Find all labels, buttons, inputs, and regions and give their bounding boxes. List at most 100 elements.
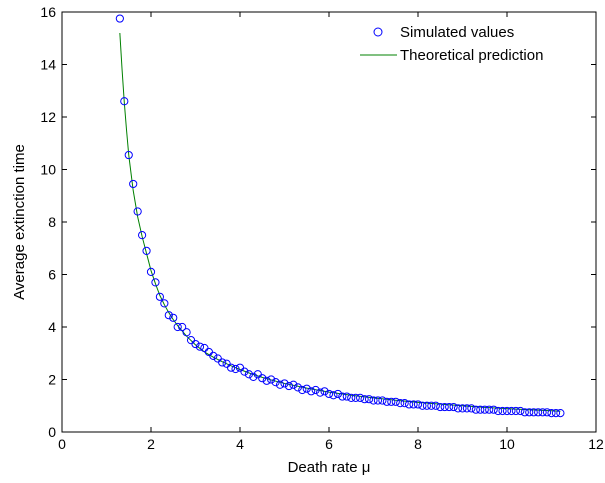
data-point — [458, 404, 467, 413]
data-point — [351, 393, 360, 402]
data-point — [369, 396, 378, 405]
data-point — [284, 381, 294, 391]
data-point — [244, 370, 253, 379]
data-point — [440, 402, 449, 412]
data-point — [529, 408, 538, 417]
data-point — [427, 401, 436, 410]
y-tick-label: 12 — [40, 109, 56, 125]
data-point — [453, 404, 463, 413]
data-point — [209, 351, 218, 360]
legend-label-simulated-values: Simulated values — [400, 24, 514, 41]
data-point — [129, 179, 138, 189]
x-tick-label: 8 — [414, 436, 422, 452]
data-point — [240, 367, 249, 376]
data-point — [405, 400, 414, 409]
data-point — [520, 408, 529, 417]
data-point — [218, 358, 227, 367]
data-point — [551, 409, 561, 418]
legend: Simulated values Theoretical prediction — [360, 24, 543, 64]
data-point — [382, 397, 391, 406]
data-point — [138, 231, 147, 240]
data-point — [502, 406, 512, 416]
data-point — [480, 405, 489, 414]
x-tick-label: 4 — [236, 436, 244, 452]
data-point — [142, 246, 151, 255]
data-point — [280, 379, 289, 388]
data-point — [173, 322, 182, 332]
data-point — [431, 401, 440, 410]
data-point — [467, 404, 476, 413]
data-point — [471, 405, 480, 414]
data-point — [258, 374, 267, 383]
data-point — [542, 408, 552, 417]
data-point — [333, 389, 342, 399]
data-point — [449, 402, 458, 412]
data-point — [302, 384, 311, 393]
data-point — [342, 392, 351, 401]
x-tick-label: 2 — [147, 436, 155, 452]
data-point — [124, 150, 133, 160]
data-point — [413, 400, 423, 409]
data-point — [498, 406, 507, 416]
data-point — [516, 406, 525, 416]
data-point — [178, 322, 187, 332]
data-point — [356, 393, 365, 402]
y-tick-label: 2 — [48, 372, 56, 388]
data-point — [227, 363, 236, 372]
plot-layer — [115, 14, 565, 418]
data-point — [378, 396, 387, 405]
data-point — [409, 400, 418, 409]
data-point — [534, 408, 543, 417]
data-point — [231, 364, 240, 374]
data-point — [347, 393, 356, 402]
y-tick-label: 16 — [40, 4, 56, 20]
data-point — [462, 404, 472, 413]
x-tick-label: 0 — [58, 436, 66, 452]
data-point — [267, 375, 276, 384]
x-axis: 0 2 4 6 8 10 12 — [58, 12, 604, 452]
data-point — [169, 313, 178, 322]
data-point — [556, 409, 565, 418]
data-point — [507, 406, 516, 416]
data-point — [364, 395, 374, 404]
x-tick-label: 12 — [588, 436, 604, 452]
data-point — [120, 97, 129, 106]
data-point — [311, 385, 320, 395]
data-point — [494, 406, 503, 416]
data-point — [249, 372, 258, 381]
data-point — [436, 402, 445, 412]
y-tick-label: 10 — [40, 162, 56, 178]
data-point — [191, 339, 200, 349]
y-tick-label: 14 — [40, 57, 56, 73]
data-point — [164, 311, 173, 320]
legend-marker-simulated-values — [373, 27, 383, 37]
data-point — [373, 396, 383, 405]
data-point — [293, 383, 302, 392]
data-point — [418, 401, 427, 410]
data-point — [262, 376, 271, 385]
data-point — [387, 397, 396, 406]
data-point — [195, 342, 205, 351]
data-point — [316, 388, 325, 397]
data-point — [151, 278, 160, 287]
data-point — [115, 14, 124, 23]
data-point — [538, 408, 547, 417]
y-axis: 0 2 4 6 8 10 12 14 16 — [40, 4, 596, 440]
x-axis-title: Death rate μ — [288, 459, 371, 476]
data-point — [511, 406, 521, 416]
data-point — [489, 405, 498, 414]
y-tick-label: 6 — [48, 267, 56, 283]
y-axis-title: Average extinction time — [11, 144, 28, 300]
data-point — [155, 292, 164, 301]
data-point — [160, 299, 169, 308]
data-point — [396, 399, 405, 408]
data-point — [133, 207, 142, 216]
y-tick-label: 4 — [48, 319, 56, 335]
data-point — [275, 380, 285, 389]
data-point — [525, 408, 534, 417]
data-point — [307, 387, 316, 396]
data-point — [485, 405, 494, 414]
legend-label-theoretical-prediction: Theoretical prediction — [400, 47, 543, 64]
x-tick-label: 6 — [325, 436, 333, 452]
